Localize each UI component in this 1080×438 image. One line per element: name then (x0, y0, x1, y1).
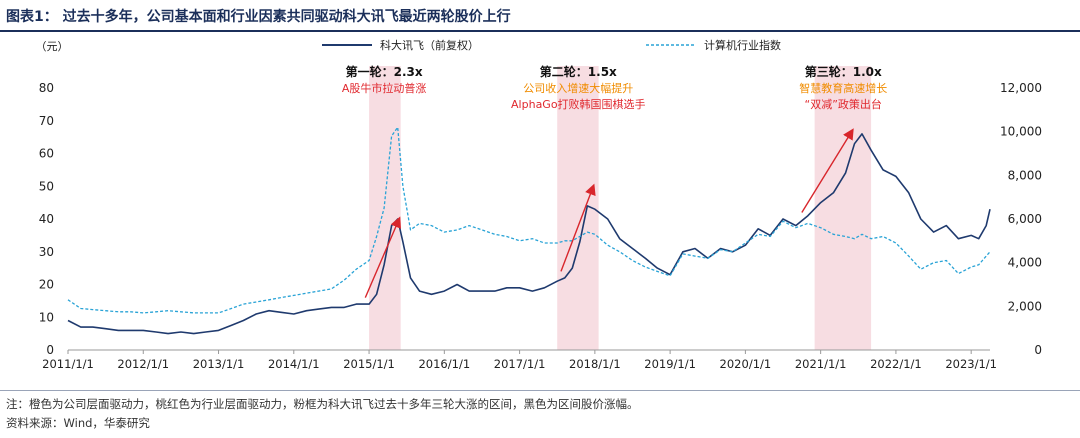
y-right-tick-label: 2,000 (1008, 299, 1042, 313)
y-left-tick-label: 10 (39, 310, 54, 324)
y-right-tick-label: 12,000 (1000, 81, 1042, 95)
y-right-tick-label: 6,000 (1008, 212, 1042, 226)
x-tick-label: 2019/1/1 (644, 357, 696, 371)
annotation-heading: 第三轮：1.0x (805, 64, 882, 79)
y-left-unit-label: （元） (36, 40, 69, 53)
x-tick-label: 2013/1/1 (193, 357, 245, 371)
y-right-tick-label: 0 (1034, 343, 1042, 357)
annotation-heading: 第二轮：1.5x (540, 64, 617, 79)
legend-label-stock: 科大讯飞（前复权） (380, 38, 479, 52)
x-tick-label: 2020/1/1 (720, 357, 772, 371)
title-divider (0, 30, 1080, 32)
annotation-round-label: 第三轮： (805, 64, 853, 79)
y-left-tick-label: 0 (46, 343, 54, 357)
y-left-tick-label: 70 (39, 114, 54, 128)
y-right-tick-label: 8,000 (1008, 168, 1042, 182)
x-tick-label: 2017/1/1 (494, 357, 546, 371)
y-left-tick-label: 60 (39, 147, 54, 161)
annotation-r1: 第一轮：2.3x A股牛市拉动普涨 (342, 64, 427, 95)
x-tick-label: 2015/1/1 (343, 357, 395, 371)
y-left-tick-label: 50 (39, 179, 54, 193)
x-tick-label: 2022/1/1 (870, 357, 922, 371)
chart-legend: 科大讯飞（前复权） 计算机行业指数 (322, 38, 781, 52)
y-left-tick-label: 30 (39, 245, 54, 259)
trend-arrow-3 (801, 128, 854, 213)
trend-arrow-2 (560, 183, 596, 272)
highlight-band-3 (814, 66, 872, 350)
annotation-round-label: 第一轮： (346, 64, 394, 79)
trend-arrow-1 (364, 216, 401, 298)
annotation-round-label: 第二轮： (540, 64, 588, 79)
figure-title: 图表1： 过去十多年，公司基本面和行业因素共同驱动科大讯飞最近两轮股价上行 (6, 9, 511, 25)
annotation-gain-value: 1.5x (588, 65, 617, 79)
x-tick-label: 2021/1/1 (795, 357, 847, 371)
annotation-heading: 第一轮：2.3x (346, 64, 423, 79)
x-tick-label: 2011/1/1 (42, 357, 94, 371)
annotation-gain-value: 2.3x (394, 65, 423, 79)
annotation-driver-text: 公司收入增速大幅提升 (523, 81, 633, 95)
y-left-tick-label: 40 (39, 212, 54, 226)
annotation-driver-text: AlphaGo打败韩国围棋选手 (511, 97, 646, 111)
annotation-driver-text: 智慧教育高速增长 (799, 81, 887, 95)
y-left-tick-label: 80 (39, 81, 54, 95)
x-tick-label: 2014/1/1 (268, 357, 320, 371)
y-right-tick-label: 10,000 (1000, 125, 1042, 139)
annotation-r3: 第三轮：1.0x 智慧教育高速增长 “双减”政策出台 (799, 64, 887, 111)
x-tick-label: 2016/1/1 (418, 357, 470, 371)
series-line-stock (67, 133, 991, 335)
highlight-band-1 (369, 66, 401, 350)
annotation-gain-value: 1.0x (853, 65, 882, 79)
y-left-tick-label: 20 (39, 278, 54, 292)
annotation-r2: 第二轮：1.5x 公司收入增速大幅提升 AlphaGo打败韩国围棋选手 (511, 64, 646, 111)
x-tick-label: 2018/1/1 (569, 357, 621, 371)
footer-divider (0, 390, 1080, 391)
annotation-driver-text: A股牛市拉动普涨 (342, 81, 427, 95)
x-tick-label: 2023/1/1 (945, 357, 997, 371)
legend-label-industry-index: 计算机行业指数 (704, 38, 781, 52)
chart-source: 资料来源：Wind，华泰研究 (6, 416, 150, 430)
chart-footnote: 注：橙色为公司层面驱动力，桃红色为行业层面驱动力，粉框为科大讯飞过去十多年三轮大… (6, 397, 639, 411)
annotation-driver-text: “双减”政策出台 (805, 97, 882, 111)
stock-vs-index-chart: 0 10 20 30 40 50 60 70 80 （元） 0 2,000 4,000 6,000 8,00… (36, 38, 1043, 371)
y-right-tick-label: 4,000 (1008, 256, 1042, 270)
x-tick-label: 2012/1/1 (117, 357, 169, 371)
